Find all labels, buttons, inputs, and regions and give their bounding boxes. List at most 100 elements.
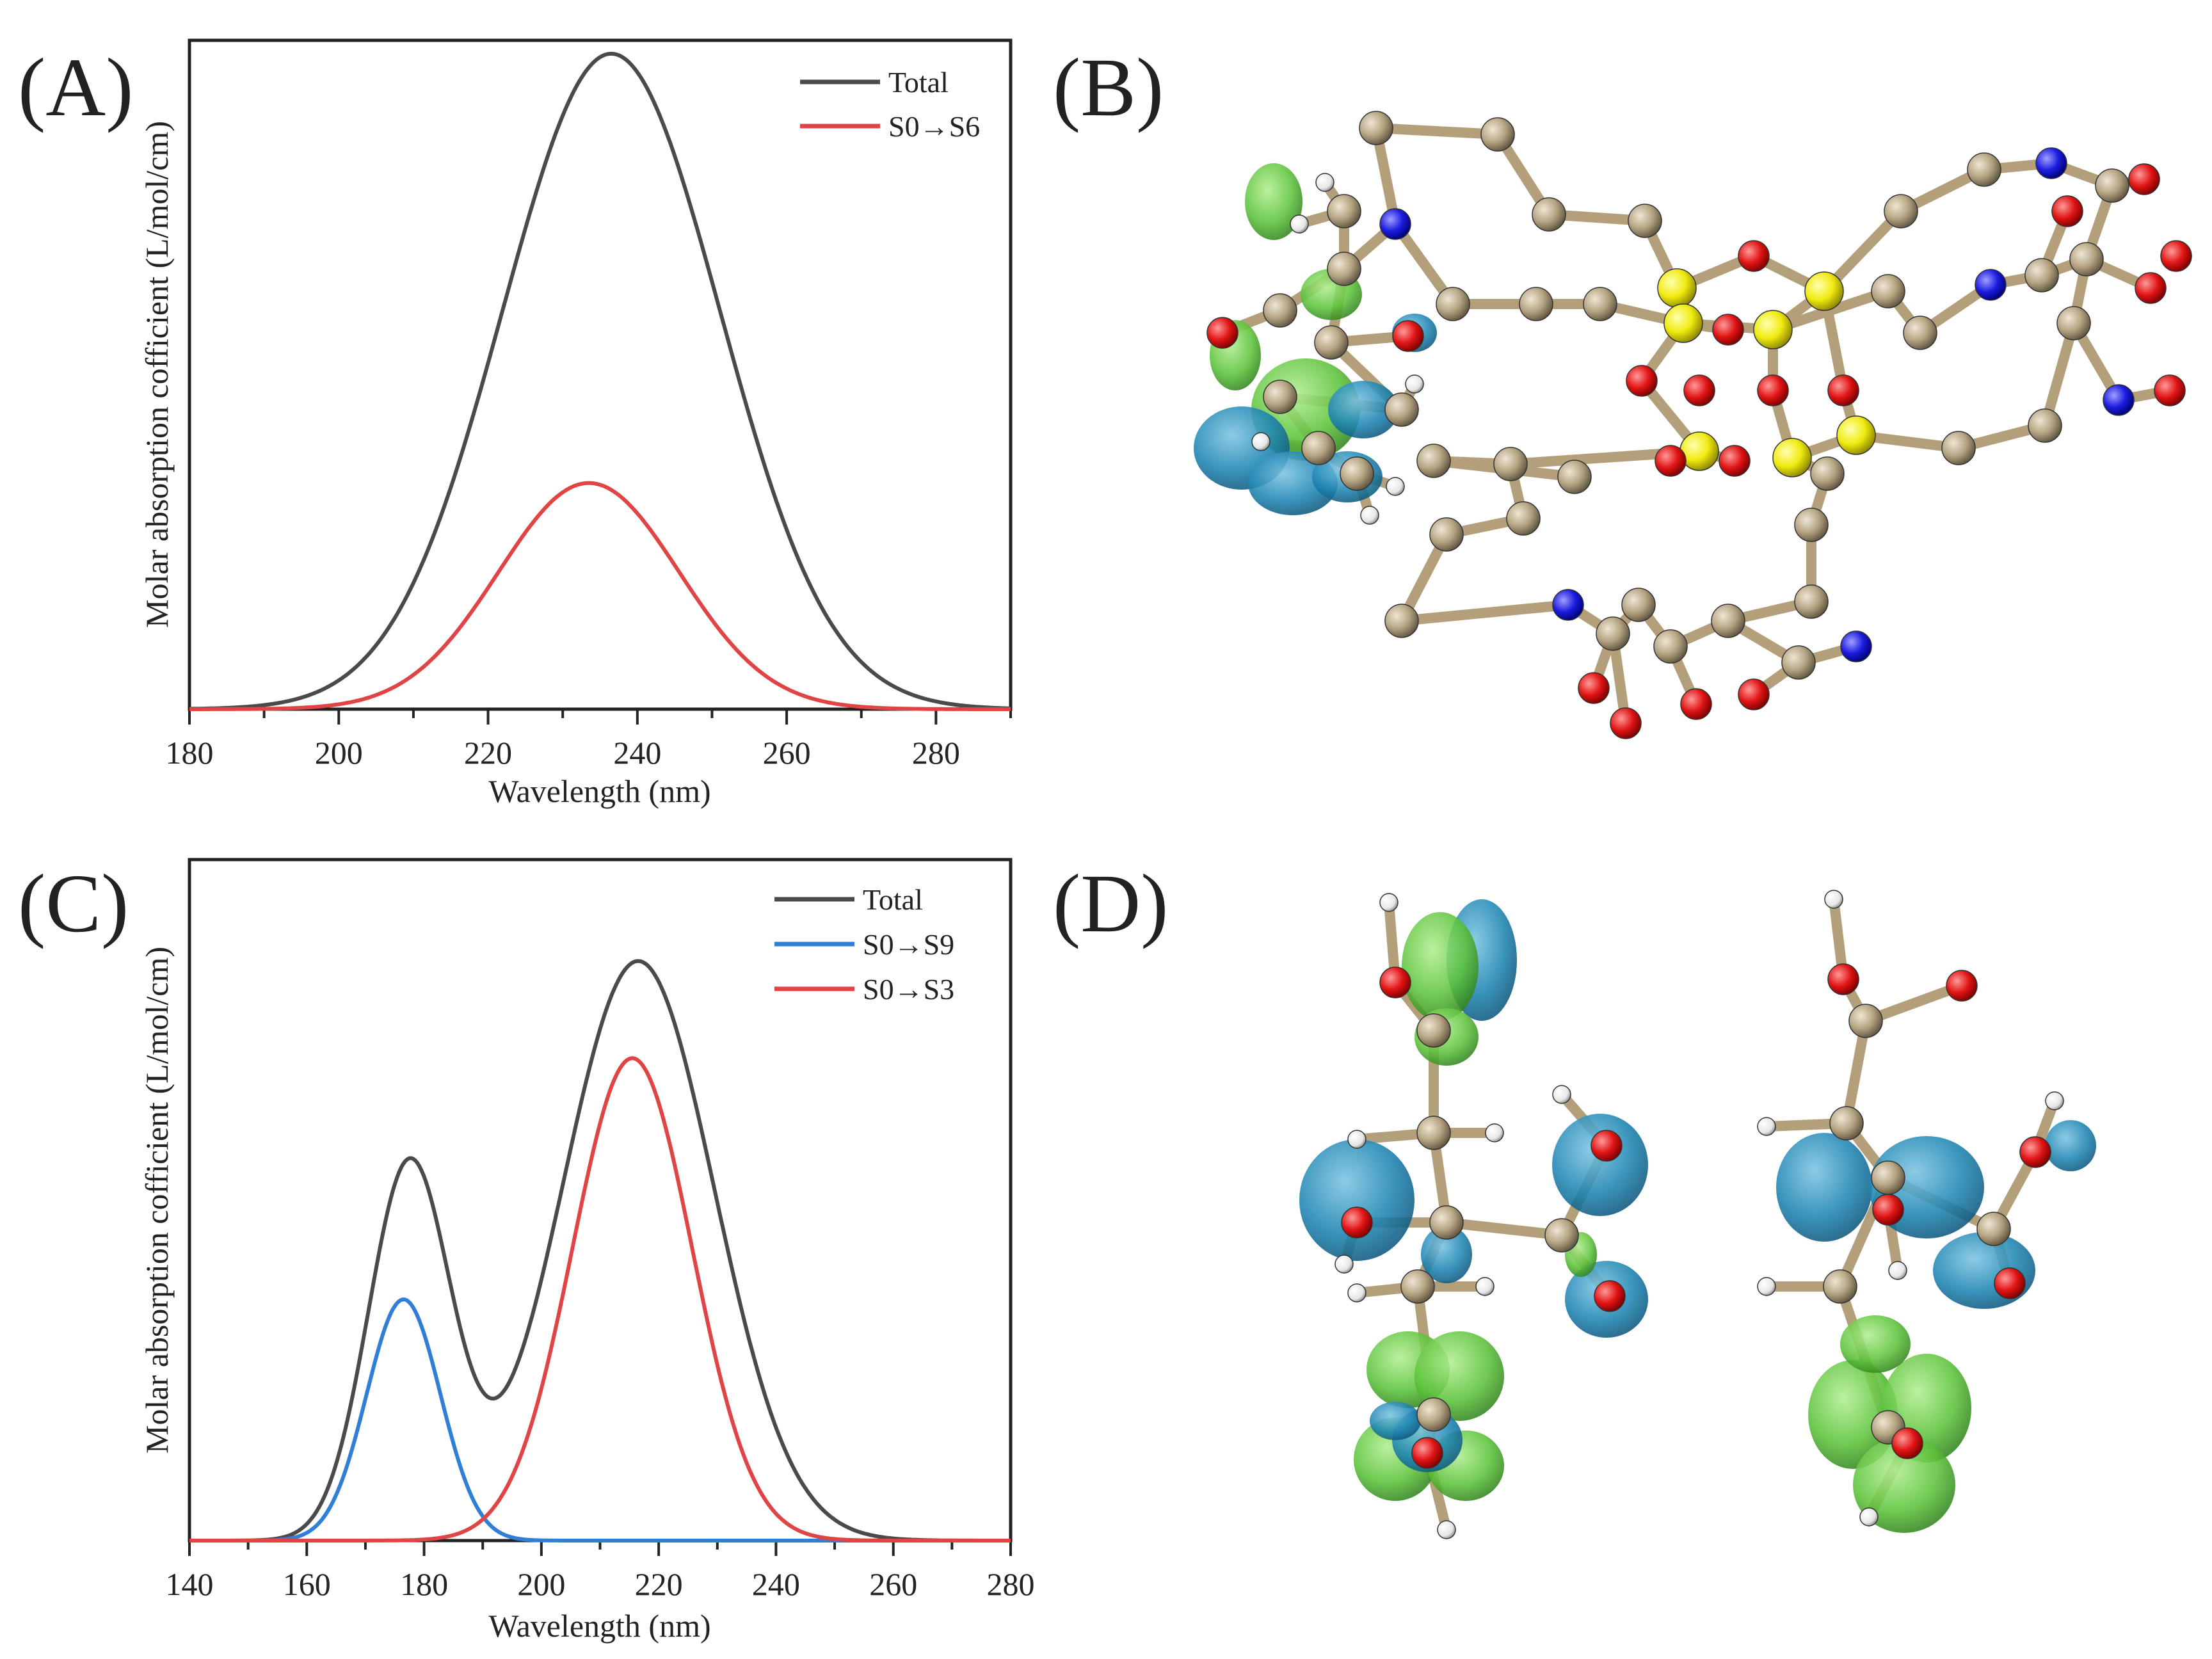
molB-atom xyxy=(1596,616,1630,651)
molB-atom xyxy=(1578,672,1610,704)
molD-atom xyxy=(1976,1212,2011,1246)
molD-atom xyxy=(1827,963,1859,995)
molB-atom xyxy=(1621,588,1656,622)
molD-orbital-lobe xyxy=(1299,1139,1415,1261)
chart-a-tick-label-240: 240 xyxy=(613,735,661,771)
chart-c-tick-label-200: 200 xyxy=(517,1566,565,1602)
molB-atom xyxy=(2028,408,2062,443)
molB-atom xyxy=(2103,384,2135,416)
molD-atom xyxy=(1757,1117,1776,1136)
chart-c-line-1 xyxy=(189,1297,1011,1543)
chart-c-ylabel: Molar absorption cofficient (L/mol/cm) xyxy=(139,947,175,1454)
molB-atom xyxy=(1436,287,1470,321)
molB-atom xyxy=(1206,317,1238,349)
molB-atom xyxy=(1340,456,1374,491)
molD-orbital-lobe xyxy=(1370,1402,1421,1440)
chart-a-tick-label-180: 180 xyxy=(166,735,214,771)
chart-c-series xyxy=(189,959,1011,1543)
chart-c-tick-label-260: 260 xyxy=(869,1566,917,1602)
chart-c-tick-label-180: 180 xyxy=(400,1566,448,1602)
molD-atom xyxy=(1437,1520,1456,1539)
molB-atom xyxy=(1626,365,1658,397)
molD-orbital-lobe xyxy=(1933,1232,2035,1309)
molB-atom xyxy=(2069,242,2104,276)
molB-atom xyxy=(1653,629,1688,664)
molB-atom xyxy=(1429,517,1464,552)
molB-atom xyxy=(1327,252,1361,286)
molB-atom xyxy=(1251,432,1270,451)
molB-atom xyxy=(1379,208,1411,240)
molB-atom xyxy=(1967,152,2001,187)
molB-atom xyxy=(1628,204,1662,238)
chart-a-tick-label-220: 220 xyxy=(464,735,512,771)
panel-letter-c: (C) xyxy=(18,858,129,950)
molB-atom xyxy=(1941,431,1976,465)
molB-atom xyxy=(1610,707,1642,739)
molB-atom xyxy=(1719,445,1751,477)
chart-a-line-1 xyxy=(189,481,1011,711)
molB-atom xyxy=(1836,415,1876,455)
molB-atom xyxy=(1757,374,1789,406)
molB-atom xyxy=(1384,604,1419,638)
chart-c-tick-label-140: 140 xyxy=(166,1566,214,1602)
chart-a-line-0 xyxy=(189,51,1011,711)
molB-atom xyxy=(1290,214,1309,234)
molB-atom xyxy=(1871,274,1905,309)
molB-atom xyxy=(2154,374,2186,406)
molB-atom xyxy=(1772,438,1812,477)
molB-atom xyxy=(1738,678,1770,710)
molB-atom xyxy=(2035,147,2067,179)
molD-atom xyxy=(1757,1277,1776,1296)
molB-atom xyxy=(1480,117,1515,152)
chart-a-tick-label-280: 280 xyxy=(912,735,960,771)
molD-atom xyxy=(1475,1277,1495,1296)
molB-bond xyxy=(1371,123,1503,140)
molD-bond xyxy=(1841,1016,1871,1128)
molD-atom xyxy=(1416,1116,1451,1150)
molD-orbital-lobe xyxy=(1776,1133,1872,1242)
molB-atom xyxy=(1416,444,1451,478)
molB-atom xyxy=(1384,392,1419,427)
chart-a-x-ticks: 180 200 220 240 260 280 xyxy=(166,709,1012,771)
molB-atom xyxy=(1301,431,1336,465)
molB-atom xyxy=(1519,287,1553,321)
molD-orbital-lobe xyxy=(1853,1437,1955,1533)
molB-atom xyxy=(1794,584,1829,619)
panel-letter-b: (B) xyxy=(1053,42,1164,134)
molD-atom xyxy=(1594,1280,1626,1312)
molB-atom xyxy=(1552,589,1584,621)
molB-atom xyxy=(1360,506,1379,525)
molD-orbital-lobe xyxy=(1808,1360,1898,1469)
chart-c-tick-label-220: 220 xyxy=(635,1566,683,1602)
molB-atom xyxy=(1840,630,1872,662)
molB-atom xyxy=(1712,314,1744,346)
molB-atom xyxy=(2128,163,2160,195)
molD-atom xyxy=(1347,1130,1366,1149)
molB-atom xyxy=(1884,194,1918,228)
chart-c-xlabel: Wavelength (nm) xyxy=(488,1608,710,1644)
molB-atom xyxy=(1359,111,1393,145)
molB-atom xyxy=(1532,197,1566,232)
molD-atom xyxy=(1823,1269,1857,1304)
molB-atom xyxy=(1804,271,1844,311)
molB-atom xyxy=(1655,445,1687,477)
molB-atom xyxy=(1975,269,2007,301)
molecule-d xyxy=(1299,890,2096,1539)
molB-atom xyxy=(2051,195,2083,227)
chart-c-legend: Total S0→S9 S0→S3 xyxy=(774,883,954,1006)
molB-atom xyxy=(1506,501,1541,536)
molB-atom xyxy=(2024,258,2059,293)
molecule-b xyxy=(1194,111,2192,739)
molD-orbital-lobe xyxy=(1402,912,1479,1021)
molB-atom xyxy=(1327,194,1361,228)
molD-atom xyxy=(1994,1267,2026,1299)
chart-a-tick-label-200: 200 xyxy=(315,735,363,771)
molB-atom xyxy=(1493,447,1528,481)
panel-letter-a: (A) xyxy=(18,42,133,134)
chart-c-line-2 xyxy=(189,1056,1011,1543)
chart-a-legend: Total S0→S6 xyxy=(800,66,980,143)
chart-a: 180 200 220 240 260 280 Wavelength (nm) Molar… xyxy=(139,38,1013,809)
molB-orbital-lobe xyxy=(1328,381,1399,438)
molB-bond xyxy=(1768,286,1893,335)
